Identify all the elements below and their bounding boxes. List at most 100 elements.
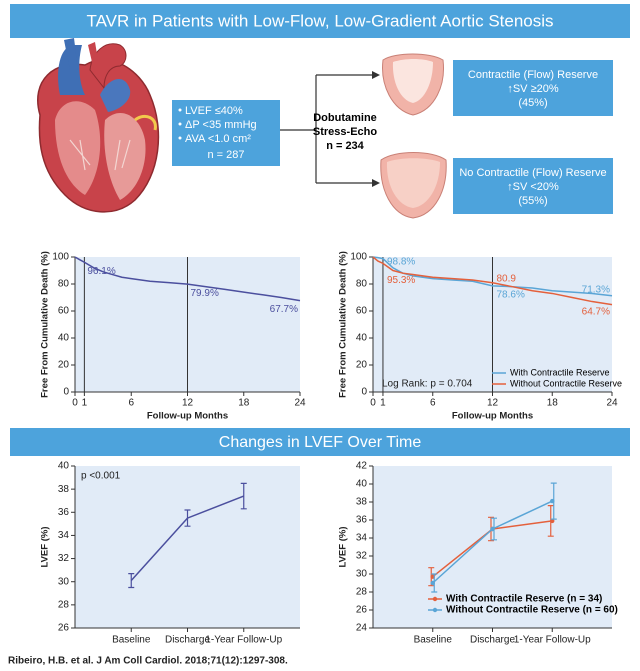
x-tick-label: Baseline — [414, 635, 453, 646]
x-tick-label: 12 — [182, 398, 194, 409]
point — [490, 526, 495, 532]
test-label: Stress-Echo — [313, 126, 377, 138]
y-tick-label: 34 — [58, 530, 70, 541]
outcome-criterion: ↑SV <20% — [507, 181, 559, 193]
x-tick-label: Discharge — [470, 635, 515, 646]
x-tick-label: Discharge — [165, 635, 210, 646]
y-tick-label: 100 — [350, 252, 367, 263]
plot-area — [75, 466, 300, 628]
x-tick-label: 1-Year Follow-Up — [205, 635, 282, 646]
x-tick-label: 1 — [82, 398, 88, 409]
ventricle-slice-no-reserve — [380, 152, 447, 219]
point — [550, 498, 555, 504]
criteria-item: ΔP <35 mmHg — [185, 119, 257, 131]
citation: Ribeiro, H.B. et al. J Am Coll Cardiol. … — [8, 656, 288, 667]
y-axis-label: Free From Cumulative Death (%) — [40, 251, 51, 398]
ventricle-slice-contractile — [382, 53, 444, 116]
heart-illustration — [37, 38, 160, 213]
error-bar — [240, 482, 247, 510]
series-line — [372, 256, 613, 306]
chart: 24 26 28 30 32 34 36 38 40 42 Baseline Discharge1-Y… — [338, 461, 618, 646]
chart-note: Log Rank: p = 0.704 — [382, 379, 473, 390]
y-tick-label: 38 — [356, 497, 368, 508]
legend-label: With Contractile Reserve — [510, 367, 610, 377]
y-tick-label: 40 — [356, 333, 368, 344]
y-tick-label: 42 — [356, 461, 368, 472]
y-tick-label: 0 — [361, 387, 367, 398]
y-tick-label: 32 — [356, 551, 368, 562]
y-tick-label: 26 — [58, 623, 70, 634]
y-tick-label: 28 — [356, 587, 368, 598]
outcome-criterion: ↑SV ≥20% — [507, 83, 559, 95]
section-banner — [10, 428, 630, 456]
outcome-share: (45%) — [518, 97, 547, 109]
legend-marker — [432, 607, 438, 613]
outcome-box — [453, 158, 613, 214]
series-line — [74, 256, 301, 302]
error-bar — [184, 509, 191, 527]
y-tick-label: 100 — [52, 252, 69, 263]
x-tick-label: 18 — [547, 398, 559, 409]
x-tick-label: 24 — [294, 398, 306, 409]
point — [550, 518, 555, 524]
y-tick-label: 24 — [356, 623, 368, 634]
outcome-title: No Contractile (Flow) Reserve — [459, 167, 606, 179]
point — [430, 580, 435, 586]
x-tick-label: 0 — [370, 398, 376, 409]
y-tick-label: 40 — [58, 461, 70, 472]
y-tick-label: 36 — [58, 507, 70, 518]
annotation: 98.8% — [387, 256, 415, 267]
y-axis-label: LVEF (%) — [338, 527, 349, 568]
y-tick-label: 60 — [58, 306, 70, 317]
x-tick-label: 1-Year Follow-Up — [514, 635, 591, 646]
annotation: 96.1% — [87, 266, 115, 277]
annotation: 67.7% — [270, 304, 298, 315]
x-tick-label: 1 — [380, 398, 386, 409]
bullet — [178, 136, 182, 140]
x-tick-label: 18 — [238, 398, 250, 409]
y-tick-label: 26 — [356, 605, 368, 616]
series-line — [372, 256, 613, 297]
y-tick-label: 40 — [58, 333, 70, 344]
bullet — [178, 122, 182, 126]
y-tick-label: 80 — [356, 279, 368, 290]
x-tick-label: Baseline — [112, 635, 151, 646]
y-tick-label: 30 — [58, 576, 70, 587]
legend-label: With Contractile Reserve (n = 34) — [446, 594, 602, 605]
y-axis-label: LVEF (%) — [40, 527, 51, 568]
chart: 26 28 30 32 34 36 38 40 Baseline Discharge1-Year … — [40, 461, 300, 646]
outcome-title: Contractile (Flow) Reserve — [468, 69, 598, 81]
x-tick-label: 24 — [606, 398, 618, 409]
criteria-n: n = 287 — [207, 149, 244, 161]
x-tick-label: 12 — [487, 398, 499, 409]
test-label: Dobutamine — [313, 112, 377, 124]
x-tick-label: 6 — [430, 398, 436, 409]
y-tick-label: 20 — [58, 360, 70, 371]
legend: With Contractile Reserve (n = 34)Without… — [428, 594, 618, 616]
y-tick-label: 34 — [356, 533, 368, 544]
test-n: n = 234 — [326, 140, 364, 152]
annotation: 95.3% — [387, 275, 415, 286]
y-tick-label: 80 — [58, 279, 70, 290]
annotation: 71.3% — [582, 284, 610, 295]
annotation: 78.6% — [497, 290, 525, 301]
legend-marker — [432, 596, 438, 602]
x-tick-label: 6 — [128, 398, 134, 409]
outcome-box — [453, 60, 613, 116]
x-axis-label: Follow-up Months — [452, 411, 533, 422]
y-tick-label: 38 — [58, 484, 70, 495]
bracket — [315, 74, 372, 184]
bullet — [178, 108, 182, 112]
outcome-share: (55%) — [518, 195, 547, 207]
header-banner — [10, 4, 630, 38]
criteria-item: LVEF ≤40% — [185, 105, 243, 117]
y-tick-label: 60 — [356, 306, 368, 317]
y-tick-label: 20 — [356, 360, 368, 371]
x-tick-label: 0 — [72, 398, 78, 409]
y-tick-label: 28 — [58, 599, 70, 610]
plot-area — [373, 466, 612, 628]
